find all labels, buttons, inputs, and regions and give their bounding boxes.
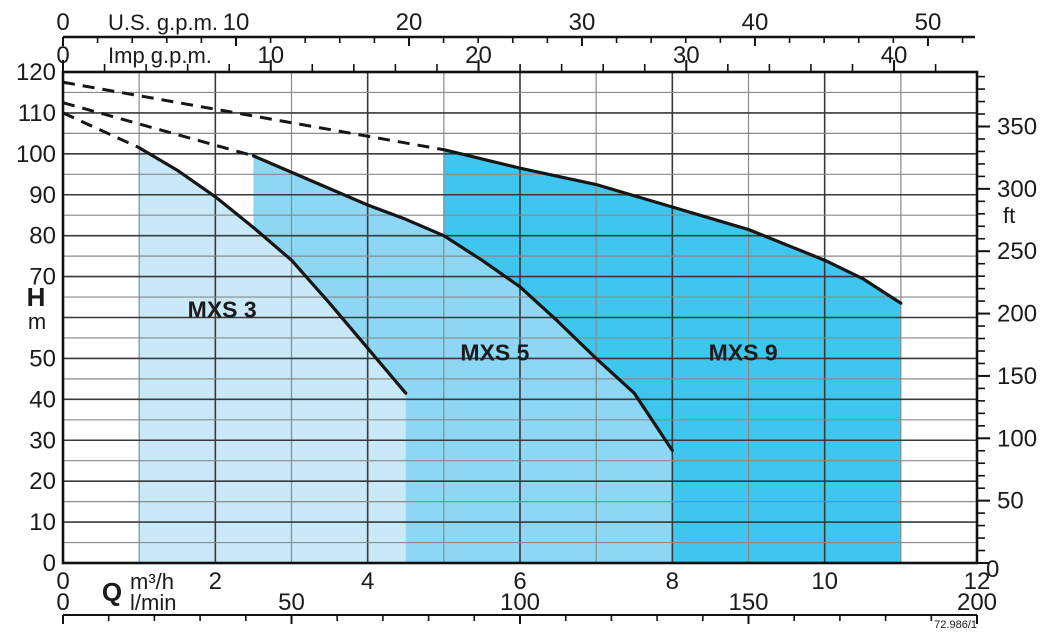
- ft-tick-label: 50: [997, 488, 1024, 515]
- head-m-tick-label: 90: [29, 182, 56, 209]
- curve-mxs-5: [251, 154, 674, 453]
- q-m3h-tick-label: 2: [209, 568, 222, 595]
- q-m3h-tick-label: 10: [811, 568, 838, 595]
- q-lmin-tick-label: 0: [56, 589, 69, 616]
- head-m-tick-label: 100: [16, 141, 56, 168]
- flow-axis-unit-m3h: m³/h: [130, 569, 174, 594]
- us-gpm-tick-label: 0: [56, 9, 69, 36]
- q-m3h-tick-label: 12: [964, 568, 991, 595]
- imp-gpm-tick-label: 40: [881, 42, 908, 69]
- head-m-tick-label: 50: [29, 345, 56, 372]
- us-gpm-tick-label: 30: [569, 9, 596, 36]
- head-m-tick-label: 40: [29, 386, 56, 413]
- gridlines-layer: [63, 72, 977, 563]
- head-axis-title: H: [27, 282, 46, 312]
- ft-tick-label: 350: [997, 114, 1037, 141]
- head-m-tick-label: 10: [29, 509, 56, 536]
- us-gpm-tick-label: 40: [742, 9, 769, 36]
- q-m3h-tick-label: 8: [666, 568, 679, 595]
- head-m-tick-label: 70: [29, 264, 56, 291]
- q-m3h-tick-label: 0: [56, 568, 69, 595]
- head-m-tick-label: 30: [29, 427, 56, 454]
- ft-tick-label: 100: [997, 425, 1037, 452]
- q-lmin-tick-label: 100: [500, 589, 540, 616]
- curve-mxs-9: [442, 148, 903, 305]
- q-lmin-tick-label: 50: [278, 589, 305, 616]
- us-gpm-tick-label: 10: [223, 9, 250, 36]
- head-m-tick-label: 0: [43, 550, 56, 577]
- head-axis-unit-m: m: [28, 309, 46, 334]
- curves-layer: [62, 80, 903, 453]
- dashed-curve-mxs-5: [62, 101, 254, 158]
- dashed-curve-mxs-3: [62, 111, 140, 150]
- q-lmin-tick-label: 150: [728, 589, 768, 616]
- flow-axis-title-q: Q: [102, 577, 122, 607]
- ft-tick-label: 300: [997, 176, 1037, 203]
- q-m3h-tick-label: 6: [513, 568, 526, 595]
- series-label-mxs-3: MXS 3: [188, 296, 257, 322]
- head-m-tick-label: 120: [16, 59, 56, 86]
- ft-axis-title: ft: [1003, 203, 1015, 228]
- series-label-mxs-9: MXS 9: [709, 339, 778, 365]
- series-label-mxs-5: MXS 5: [460, 339, 529, 365]
- head-m-tick-label: 20: [29, 468, 56, 495]
- drawing-number: 72.986/1: [934, 619, 977, 631]
- curve-mxs-3: [137, 146, 408, 395]
- imp-gpm-tick-label: 20: [465, 42, 492, 69]
- imp-gpm-axis-title: Imp g.p.m.: [108, 43, 212, 68]
- ticks-layer: [62, 35, 990, 624]
- imp-gpm-tick-label: 0: [56, 42, 69, 69]
- ft-tick-label: 0: [986, 556, 999, 583]
- imp-gpm-tick-label: 30: [673, 42, 700, 69]
- flow-axis-unit-lmin: l/min: [130, 590, 176, 615]
- head-m-tick-label: 80: [29, 223, 56, 250]
- q-m3h-tick-label: 4: [361, 568, 374, 595]
- ft-tick-label: 150: [997, 363, 1037, 390]
- dashed-curve-mxs-9: [62, 80, 445, 152]
- q-lmin-tick-label: 200: [957, 589, 997, 616]
- us-gpm-axis-title: U.S. g.p.m.: [108, 10, 218, 35]
- us-gpm-tick-label: 20: [396, 9, 423, 36]
- ft-tick-label: 200: [997, 301, 1037, 328]
- us-gpm-tick-label: 50: [915, 9, 942, 36]
- imp-gpm-tick-label: 10: [257, 42, 284, 69]
- ft-tick-label: 250: [997, 238, 1037, 265]
- head-m-tick-label: 110: [18, 100, 56, 127]
- region-mxs-3: [139, 147, 406, 563]
